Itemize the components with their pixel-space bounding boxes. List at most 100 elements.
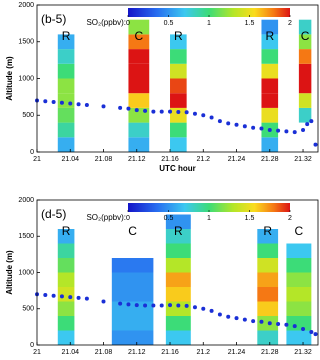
track-point xyxy=(126,302,131,307)
track-point xyxy=(68,101,73,106)
track-point xyxy=(192,111,197,116)
curtain-cell xyxy=(165,214,191,229)
curtain-cell xyxy=(128,63,150,79)
curtain-cell xyxy=(261,49,279,64)
y-tick-label: 2000 xyxy=(18,197,34,204)
x-tick-label: 21.28 xyxy=(261,349,279,356)
curtain-cell xyxy=(298,63,312,79)
curtain-cell xyxy=(286,287,312,302)
track-point xyxy=(251,319,256,324)
curtain-cell xyxy=(286,301,312,316)
curtain-cell xyxy=(257,229,279,244)
y-tick-label: 1500 xyxy=(18,39,34,46)
x-tick-label: 21.24 xyxy=(228,349,246,356)
curtain-cell xyxy=(286,330,312,345)
curtain-cell xyxy=(257,301,279,316)
track-point xyxy=(192,305,197,310)
curtain-cell xyxy=(286,243,312,258)
track-point xyxy=(101,104,106,109)
curtain-cell xyxy=(298,34,312,50)
curtain-cell xyxy=(170,34,187,50)
curtain-cell xyxy=(257,243,279,258)
track-point xyxy=(76,295,81,300)
x-tick-label: 21.08 xyxy=(95,156,113,163)
track-point xyxy=(284,322,289,327)
track-point xyxy=(143,303,148,308)
curtain-cell xyxy=(57,316,75,331)
track-point xyxy=(143,108,148,113)
track-point xyxy=(159,303,164,308)
curtain-cell xyxy=(261,137,279,152)
x-tick-label: 21.12 xyxy=(128,156,146,163)
panel-label: (d-5) xyxy=(41,207,66,221)
track-point xyxy=(209,115,214,120)
track-point xyxy=(184,303,189,308)
colorbar-label: SO₂(ppbv): xyxy=(86,213,126,222)
curtain-cell xyxy=(57,287,75,302)
track-point xyxy=(68,295,73,300)
curtain-cell xyxy=(165,330,191,345)
y-tick-label: 0 xyxy=(30,342,34,349)
track-point xyxy=(51,293,56,298)
colorbar-tick-label: 2 xyxy=(288,215,292,222)
curtain-cell xyxy=(261,107,279,123)
track-point xyxy=(226,314,231,319)
curtain-label: C xyxy=(301,29,310,43)
y-tick-label: 1000 xyxy=(18,269,34,276)
curtain-cell xyxy=(128,93,150,108)
y-tick-label: 1000 xyxy=(18,75,34,82)
curtain-cell xyxy=(298,93,312,108)
track-point xyxy=(276,128,281,133)
x-tick-label: 21.2 xyxy=(196,349,210,356)
curtain-cell xyxy=(111,287,154,302)
track-point xyxy=(201,306,206,311)
track-point xyxy=(168,109,173,114)
track-point xyxy=(43,292,48,297)
track-point xyxy=(184,110,189,115)
curtain-cell xyxy=(57,78,75,94)
colorbar-tick-label: 1 xyxy=(207,215,211,222)
curtain-cell xyxy=(257,272,279,287)
curtain-cell xyxy=(298,78,312,94)
x-tick-label: 21.32 xyxy=(294,349,312,356)
track-point xyxy=(176,109,181,114)
curtain-cell xyxy=(57,93,75,108)
colorbar xyxy=(128,8,290,17)
curtain-cell xyxy=(165,243,191,258)
curtain-cell xyxy=(170,137,187,152)
curtain-cell xyxy=(257,258,279,273)
curtain-cell xyxy=(170,93,187,108)
colorbar-tick-label: 0 xyxy=(126,215,130,222)
curtain-cell xyxy=(286,316,312,331)
track-point xyxy=(242,317,247,322)
curtain-label: C xyxy=(135,29,144,43)
curtain-cell xyxy=(170,107,187,123)
curtain-cell xyxy=(57,122,75,138)
track-point xyxy=(251,125,256,130)
track-point xyxy=(259,319,264,324)
curtain-cell xyxy=(57,272,75,287)
track-point xyxy=(292,130,297,135)
curtain-label: R xyxy=(62,29,71,43)
curtain-cell xyxy=(57,330,75,345)
y-axis-label: Altitude (m) xyxy=(5,250,14,295)
curtain-cell xyxy=(261,78,279,94)
curtain-cell xyxy=(165,287,191,302)
curtain-cell xyxy=(257,316,279,331)
curtain-cell xyxy=(261,19,279,35)
track-point xyxy=(301,127,306,132)
x-tick-label: 21 xyxy=(33,349,41,356)
curtain-cell xyxy=(111,301,154,316)
track-point xyxy=(234,122,239,127)
curtain-cell xyxy=(298,49,312,64)
track-point xyxy=(267,127,272,132)
colorbar-tick-label: 1.5 xyxy=(245,215,255,222)
track-point xyxy=(151,109,156,114)
curtain-label: R xyxy=(174,224,183,238)
track-point xyxy=(309,329,314,334)
curtain-cell xyxy=(111,258,154,273)
curtain-cell xyxy=(286,272,312,287)
curtain-cell xyxy=(128,34,150,50)
y-tick-label: 500 xyxy=(22,306,34,313)
track-point xyxy=(151,303,156,308)
